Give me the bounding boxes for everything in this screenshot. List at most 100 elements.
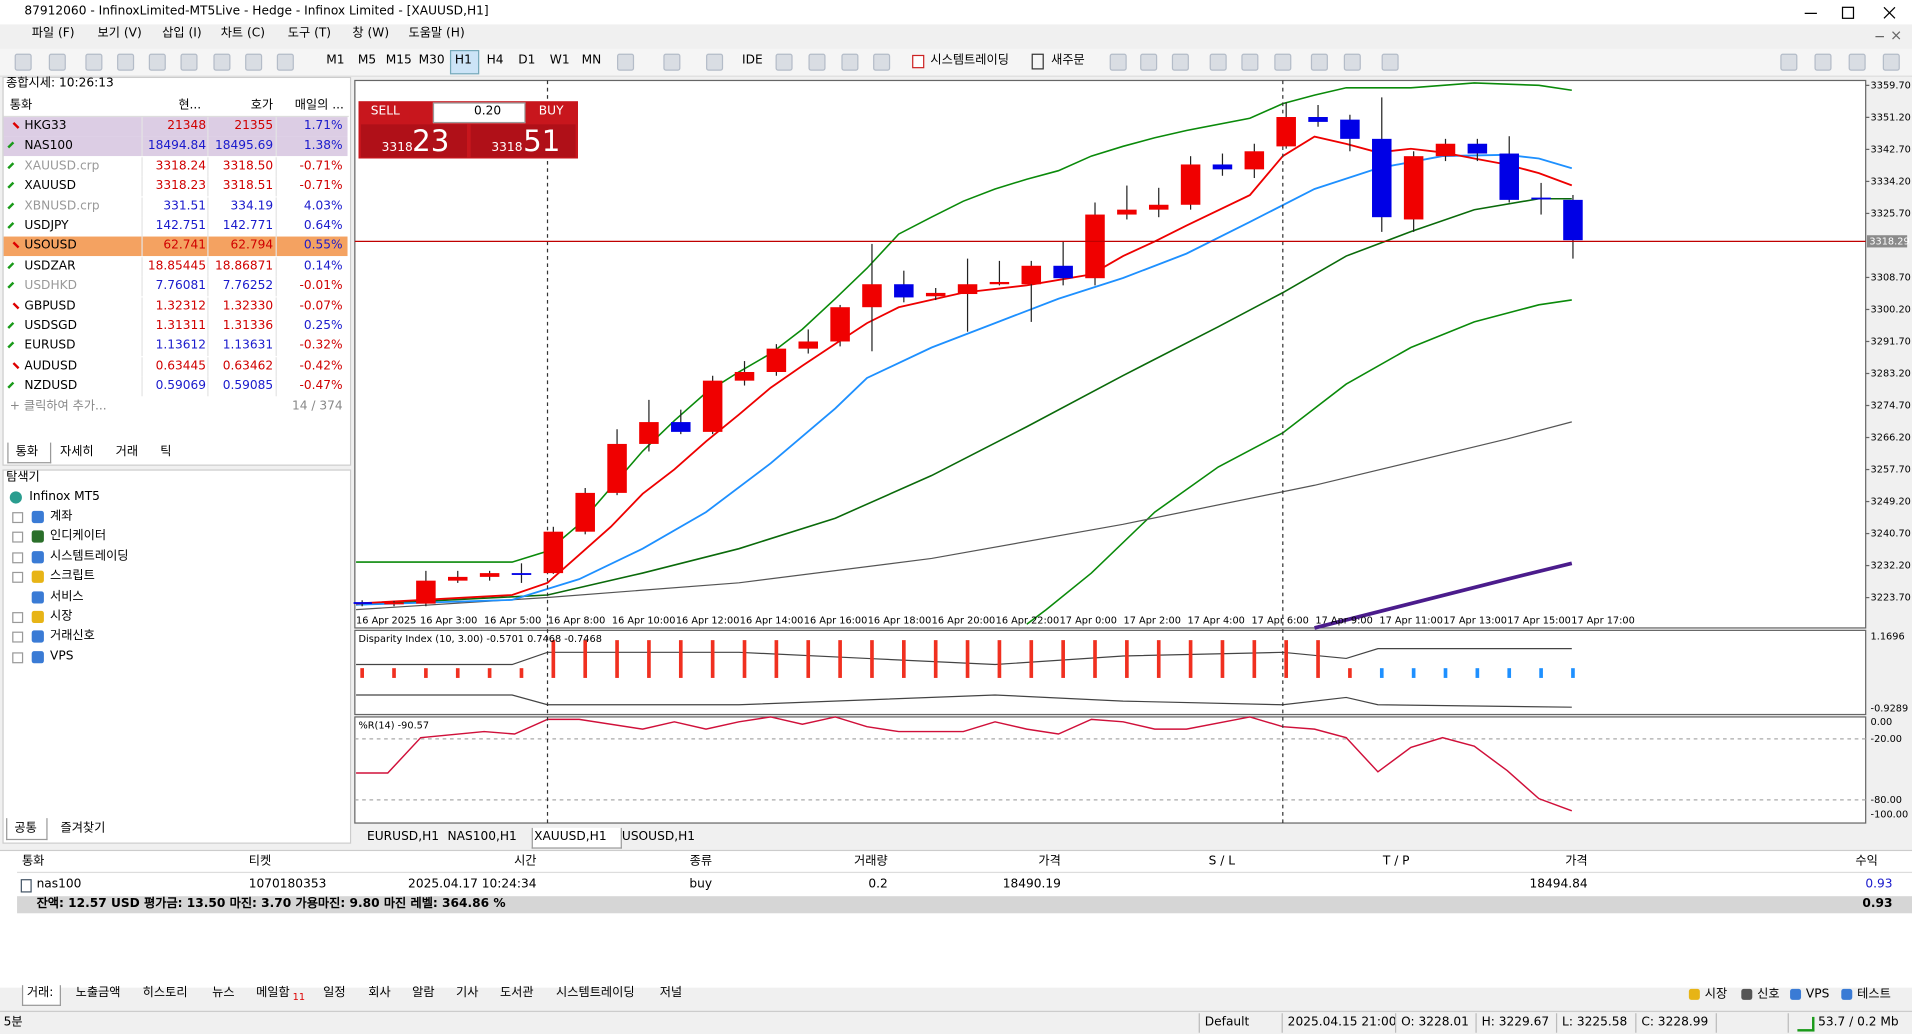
algo-trading-button[interactable]: 시스템트레이딩 xyxy=(930,53,1009,68)
toolbox-tab[interactable]: 메일함 xyxy=(256,986,290,1000)
tree-expander[interactable] xyxy=(12,652,24,664)
toolbox-tab[interactable]: 뉴스 xyxy=(212,986,235,1000)
tree-expander[interactable] xyxy=(12,632,24,644)
timeframe-button[interactable]: H4 xyxy=(486,53,504,68)
tree-expander[interactable] xyxy=(12,572,24,584)
symbol[interactable]: USDJPY xyxy=(24,219,69,233)
toolbar-icon[interactable] xyxy=(1209,53,1227,71)
add-symbol[interactable]: + 클릭하여 추가... xyxy=(9,399,107,414)
timeframe-button[interactable]: M30 xyxy=(418,53,445,68)
tree-expander[interactable] xyxy=(12,512,24,524)
toolbar-icon[interactable] xyxy=(841,53,859,71)
toolbar-icon[interactable] xyxy=(1241,53,1259,71)
toolbar-icon[interactable] xyxy=(48,53,66,71)
menu-item[interactable]: 도움말 (H) xyxy=(408,26,465,41)
symbol[interactable]: XBNUSD.crp xyxy=(24,199,100,213)
close-x[interactable] xyxy=(337,78,347,90)
toolbar-icon[interactable] xyxy=(1343,53,1361,71)
tree-item[interactable]: 서비스 xyxy=(49,589,84,604)
sell-button[interactable] xyxy=(360,103,410,122)
toolbox-side-tab[interactable]: VPS xyxy=(1805,987,1830,1002)
tree-item[interactable]: VPS xyxy=(49,649,74,664)
toolbox-tab[interactable]: 저널 xyxy=(659,986,683,1000)
toolbar-icon[interactable] xyxy=(808,53,826,71)
menu-item[interactable]: 파일 (F) xyxy=(31,26,75,41)
toolbar-icon[interactable] xyxy=(706,53,724,71)
symbol[interactable]: NAS100 xyxy=(24,139,73,153)
toolbox-tab[interactable]: 도서관 xyxy=(499,986,534,1000)
toolbox-tab[interactable]: 회사 xyxy=(368,986,391,1000)
tree-root[interactable]: Infinox MT5 xyxy=(29,490,100,504)
timeframe-button[interactable]: MN xyxy=(581,53,602,68)
toolbar-icon[interactable] xyxy=(663,53,681,71)
tree-item[interactable]: 시장 xyxy=(49,609,73,624)
child-controls[interactable] xyxy=(1875,31,1901,40)
toolbar-icon[interactable] xyxy=(1274,53,1292,71)
new-order-button[interactable]: 새주문 xyxy=(1051,53,1085,68)
menu-item[interactable]: 삽입 (I) xyxy=(162,26,202,41)
menu-item[interactable]: 보기 (V) xyxy=(97,26,142,41)
symbol[interactable]: GBPUSD xyxy=(24,299,76,313)
toolbar-icon[interactable] xyxy=(1848,53,1866,71)
tab[interactable]: 공통 xyxy=(14,821,37,836)
timeframe-button[interactable]: M5 xyxy=(357,53,377,68)
tab[interactable]: 통화 xyxy=(15,445,39,459)
toolbox-side-tab[interactable]: 테스트 xyxy=(1857,987,1891,1002)
toolbar-icon[interactable] xyxy=(1814,53,1832,71)
toolbar-icon[interactable] xyxy=(873,53,891,71)
symbol[interactable]: USDSGD xyxy=(24,319,78,333)
tree-item[interactable]: 거래신호 xyxy=(49,629,95,644)
toolbar-icon[interactable] xyxy=(1171,53,1189,71)
toolbar-icon[interactable] xyxy=(85,53,103,71)
tree-item[interactable]: 계좌 xyxy=(49,509,73,524)
symbol[interactable]: XAUUSD.crp xyxy=(24,159,100,173)
symbol[interactable]: NZDUSD xyxy=(24,379,78,393)
tree-item[interactable]: 시스템트레이딩 xyxy=(49,549,129,564)
toolbar-icon[interactable] xyxy=(213,53,231,71)
toolbar-icon[interactable] xyxy=(1780,53,1798,71)
toolbox-tab[interactable]: 거래: xyxy=(26,986,54,1000)
toolbar-icon[interactable] xyxy=(1140,53,1158,71)
symbol[interactable]: XAUUSD xyxy=(24,179,77,193)
close[interactable] xyxy=(1883,6,1896,19)
symbol[interactable]: USDZAR xyxy=(24,259,76,273)
ide-button[interactable]: IDE xyxy=(742,53,763,68)
toolbox-tab[interactable]: 일정 xyxy=(323,986,346,1000)
toolbar-icon[interactable] xyxy=(148,53,166,71)
chart-tab[interactable]: XAUUSD,H1 xyxy=(534,830,607,844)
toolbar-icon[interactable] xyxy=(245,53,263,71)
toolbox-tab[interactable]: 알람 xyxy=(412,986,435,1000)
toolbar-icon[interactable] xyxy=(117,53,135,71)
tree-expander[interactable] xyxy=(12,532,24,544)
toolbar-icon[interactable] xyxy=(1381,53,1399,71)
timeframe-button[interactable]: D1 xyxy=(518,53,536,68)
tree-item[interactable]: 인디케이터 xyxy=(49,529,107,544)
timeframe-button[interactable]: M15 xyxy=(385,53,412,68)
buy-button[interactable] xyxy=(525,103,576,122)
menu-item[interactable]: 도구 (T) xyxy=(287,26,332,41)
tab[interactable]: 즐겨찾기 xyxy=(60,821,106,836)
volume-box[interactable] xyxy=(432,102,526,124)
toolbox-tab[interactable]: 노출금액 xyxy=(75,986,121,1000)
symbol[interactable]: USOUSD xyxy=(24,239,77,253)
tree-item[interactable]: 스크립트 xyxy=(49,569,95,584)
toolbar-icon[interactable] xyxy=(180,53,198,71)
toolbar-icon[interactable] xyxy=(14,53,32,71)
toolbar-icon[interactable] xyxy=(1310,53,1328,71)
toolbar-icon[interactable] xyxy=(276,53,294,71)
symbol[interactable]: EURUSD xyxy=(24,339,76,353)
toolbar-icon[interactable] xyxy=(1109,53,1127,71)
toolbar-icon[interactable] xyxy=(617,53,635,71)
chart-tab[interactable]: USOUSD,H1 xyxy=(621,830,696,844)
toolbox-side-tab[interactable]: 시장 xyxy=(1704,987,1728,1002)
toolbox-tab[interactable]: 기사 xyxy=(456,986,479,1000)
toolbox-tab[interactable]: 히스토리 xyxy=(142,986,188,1000)
tree-expander[interactable] xyxy=(12,612,24,624)
toolbar-icon[interactable] xyxy=(775,53,793,71)
symbol[interactable]: USDHKD xyxy=(24,279,78,293)
tab[interactable]: 자세히 xyxy=(59,445,94,459)
toolbox-tab[interactable]: 시스템트레이딩 xyxy=(556,986,635,1000)
tree-expander[interactable] xyxy=(12,552,24,564)
toolbar-icon[interactable] xyxy=(1882,53,1900,71)
timeframe-button[interactable]: M1 xyxy=(326,53,345,68)
